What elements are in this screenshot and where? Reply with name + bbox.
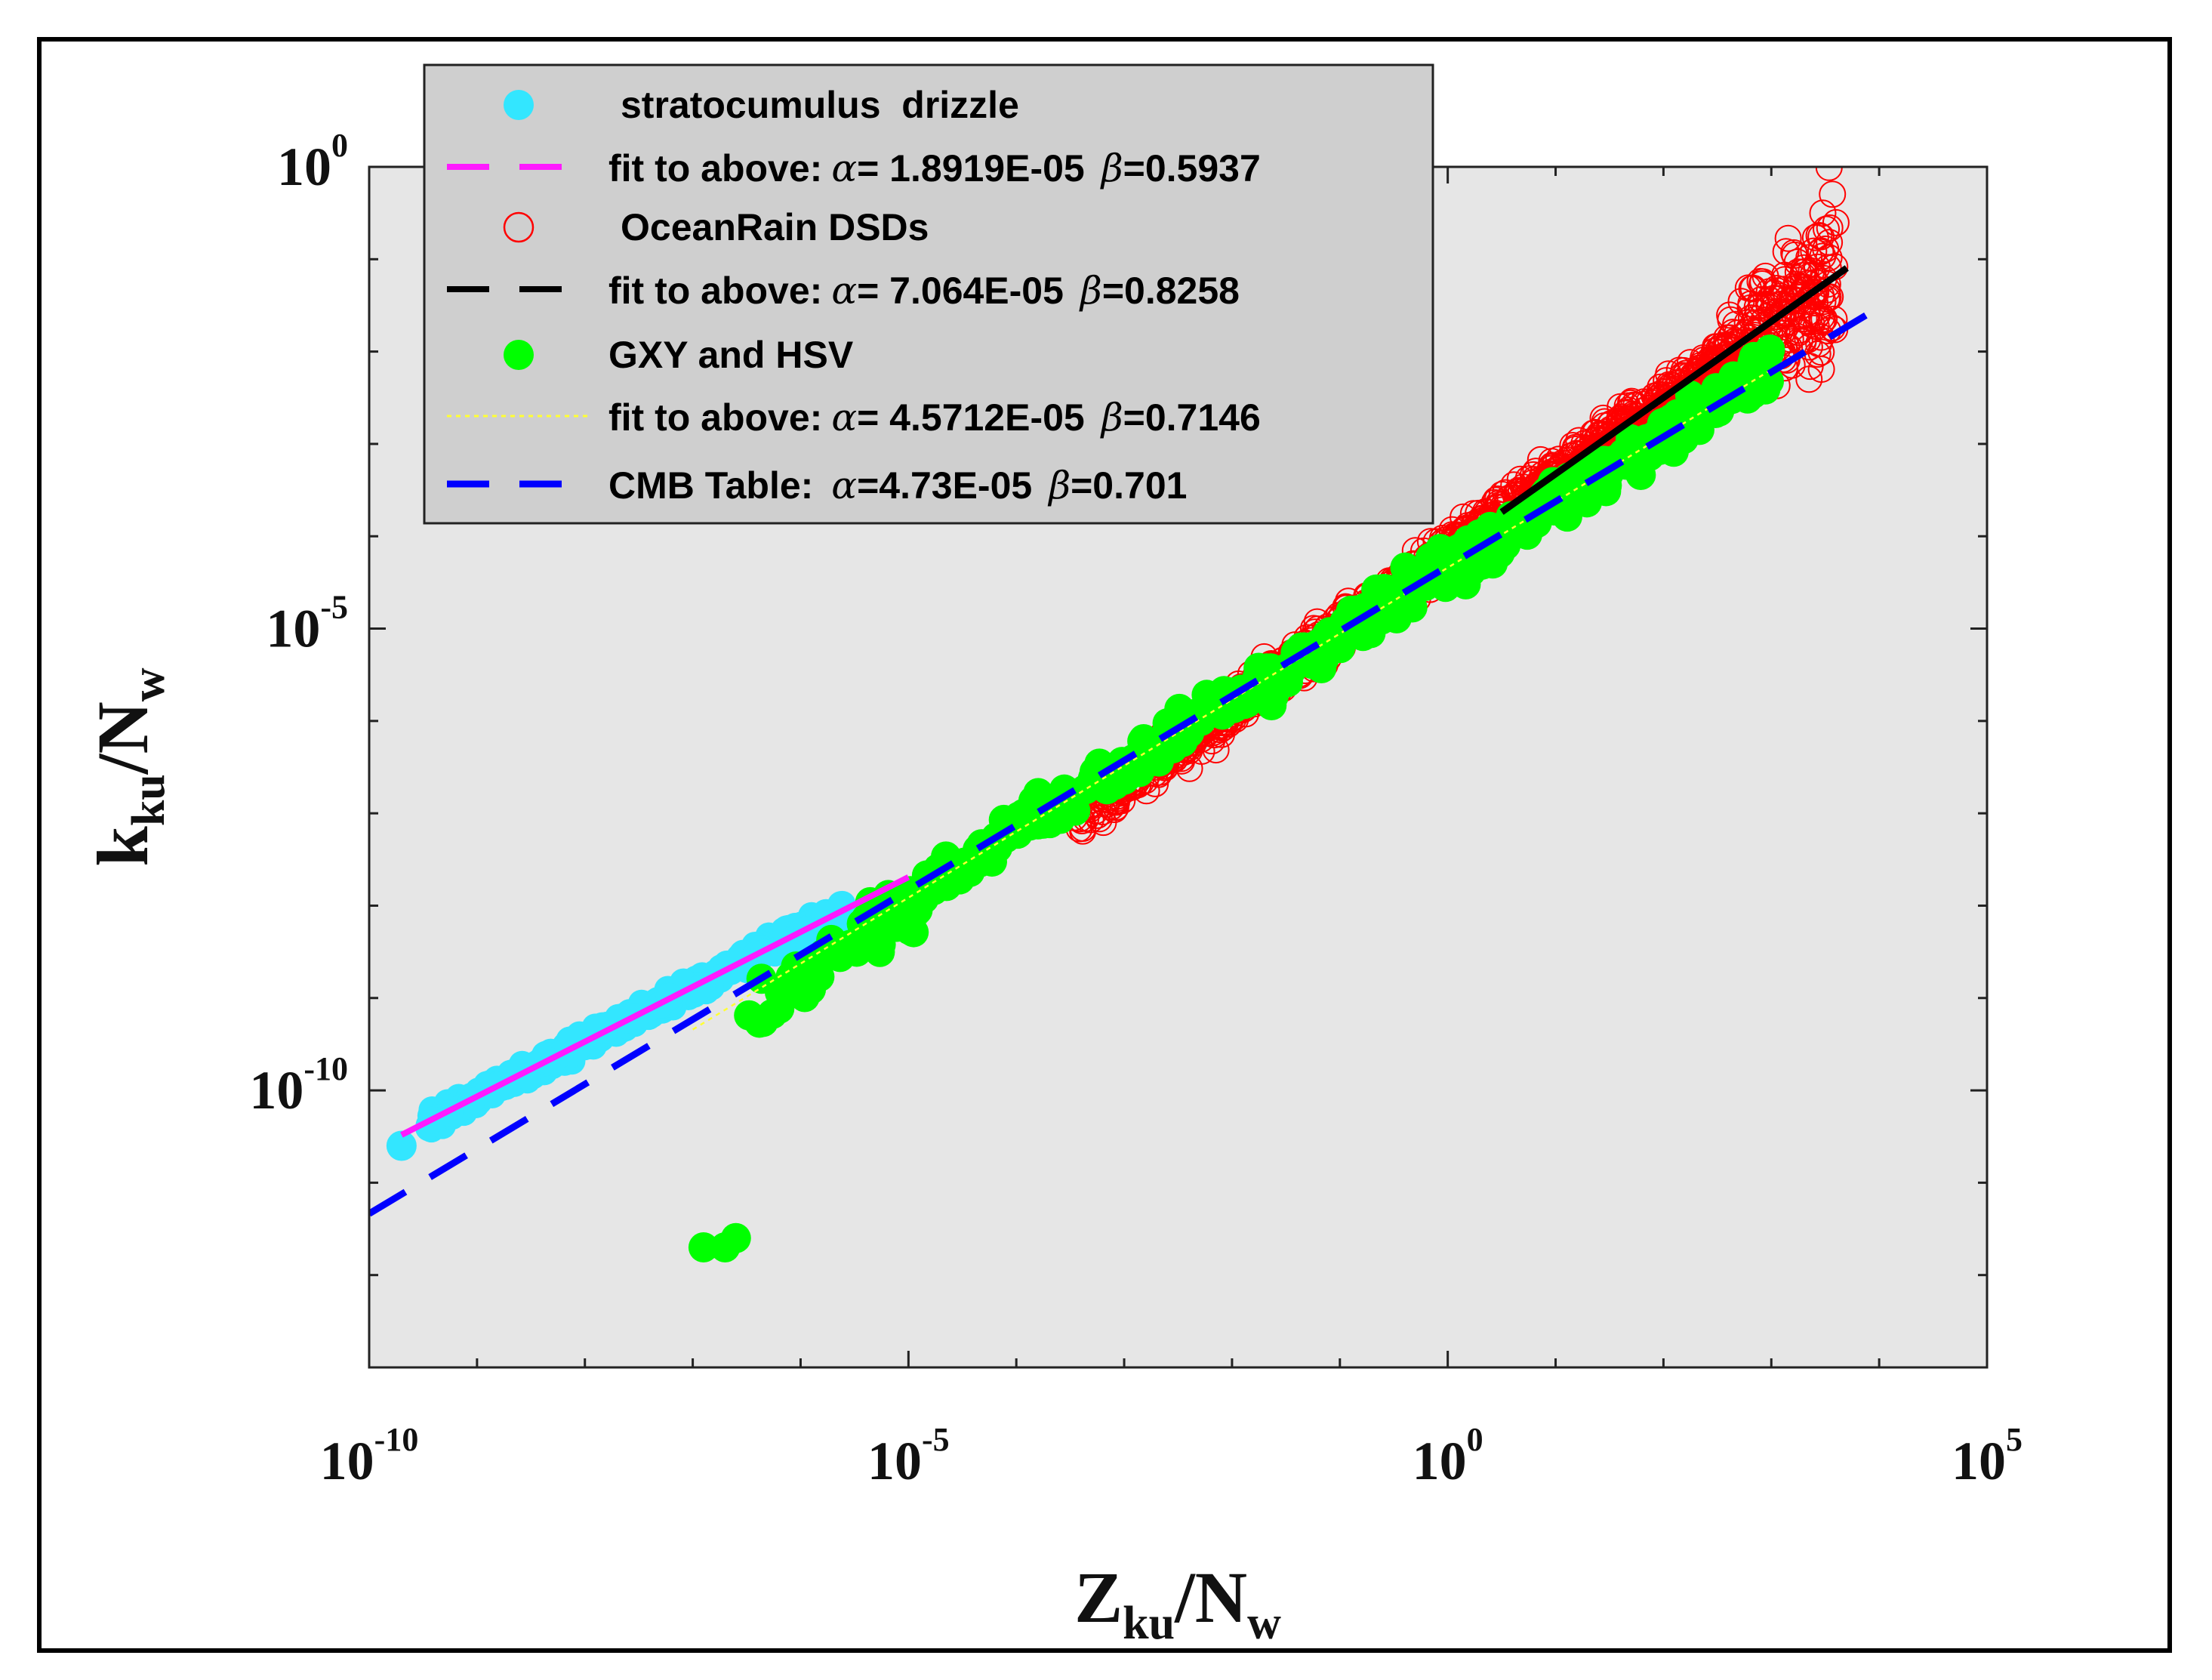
oceanrain-point bbox=[1784, 258, 1812, 286]
fit-line-1 bbox=[400, 874, 910, 1138]
x-tick-label: 105 bbox=[1952, 1421, 2023, 1491]
legend-box bbox=[423, 63, 1434, 525]
gxy-hsv-point bbox=[1701, 373, 1732, 404]
gxy-hsv-point bbox=[1325, 633, 1356, 664]
gxy-hsv-point bbox=[902, 895, 933, 926]
legend-label-cmb: CMB Table: α=4.73E-05 β=0.701 bbox=[608, 464, 1187, 507]
oceanrain-point bbox=[1809, 199, 1837, 227]
gxy-hsv-point bbox=[1682, 408, 1713, 439]
oceanrain-point bbox=[1813, 215, 1841, 243]
oceanrain-point bbox=[1802, 303, 1830, 331]
legend-label-oceanrain: OceanRain DSDs bbox=[621, 206, 929, 248]
gxy-hsv-point bbox=[1002, 814, 1033, 845]
oceanrain-point bbox=[1764, 297, 1792, 325]
legend-label-stratocumulus: stratocumulus drizzle bbox=[621, 84, 1019, 126]
legend-label-stratocumulus-fit: fit to above: α= 1.8919E-05 β=0.5937 bbox=[608, 146, 1261, 190]
x-axis-label: Zku/Nw bbox=[1074, 1557, 1281, 1649]
legend-label-oceanrain-fit: fit to above: α= 7.064E-05 β=0.8258 bbox=[608, 269, 1240, 313]
gxy-hsv-point bbox=[1128, 737, 1159, 768]
legend-marker-gxy-hsv bbox=[504, 340, 534, 370]
gxy-hsv-point bbox=[1432, 554, 1463, 585]
gxy-hsv-point bbox=[765, 977, 796, 1008]
x-tick-label: 10-10 bbox=[320, 1421, 419, 1491]
oceanrain-point bbox=[1807, 356, 1835, 384]
oceanrain-point bbox=[1774, 224, 1802, 252]
gxy-hsv-point bbox=[1109, 764, 1140, 795]
stratocumulus-point bbox=[386, 1130, 417, 1161]
legend-marker-stratocumulus bbox=[504, 90, 534, 120]
y-axis-label: kku/Nw bbox=[82, 667, 174, 866]
oceanrain-point bbox=[1795, 333, 1823, 361]
oceanrain-point bbox=[1801, 223, 1829, 251]
oceanrain-point bbox=[1734, 274, 1762, 302]
gxy-hsv-point bbox=[1755, 334, 1785, 365]
gxy-hsv-point bbox=[1658, 436, 1689, 467]
y-tick-label: 10-5 bbox=[266, 589, 348, 659]
oceanrain-point bbox=[1809, 242, 1837, 270]
gxy-hsv-point bbox=[865, 929, 896, 960]
y-tick-label: 10-10 bbox=[249, 1050, 348, 1121]
oceanrain-point bbox=[1589, 404, 1617, 432]
gxy-hsv-point bbox=[790, 969, 821, 1000]
fit-lines bbox=[369, 265, 1881, 1217]
oceanrain-point bbox=[1781, 241, 1809, 269]
oceanrain-point bbox=[1767, 282, 1795, 310]
oceanrain-point bbox=[1800, 237, 1828, 265]
gxy-hsv-point bbox=[1608, 438, 1639, 469]
oceanrain-point bbox=[1816, 214, 1844, 242]
oceanrain-point bbox=[1763, 277, 1791, 305]
legend-label-gxy-hsv: GXY and HSV bbox=[608, 334, 854, 376]
gxy-hsv-point bbox=[688, 1232, 719, 1262]
gxy-hsv-point bbox=[1306, 653, 1337, 684]
legend: stratocumulus drizzle fit to above: α= 1.… bbox=[423, 63, 1434, 525]
oceanrain-point bbox=[1798, 257, 1825, 285]
x-tick-label: 10-5 bbox=[867, 1421, 950, 1491]
gxy-hsv-point bbox=[1350, 592, 1381, 623]
legend-label-gxy-hsv-fit: fit to above: α= 4.5712E-05 β=0.7146 bbox=[608, 396, 1261, 439]
x-tick-label: 100 bbox=[1413, 1421, 1483, 1491]
gxy-hsv-point bbox=[744, 1007, 775, 1038]
oceanrain-point bbox=[1819, 180, 1847, 208]
oceanrain-point bbox=[1805, 221, 1833, 249]
gxy-hsv-point bbox=[720, 1222, 751, 1253]
gxy-hsv-point bbox=[1369, 573, 1400, 604]
y-tick-label: 100 bbox=[277, 127, 348, 197]
fit-line-6 bbox=[369, 304, 1881, 1217]
fit-line-3 bbox=[1499, 265, 1849, 515]
legend-marker-oceanrain bbox=[503, 211, 535, 243]
